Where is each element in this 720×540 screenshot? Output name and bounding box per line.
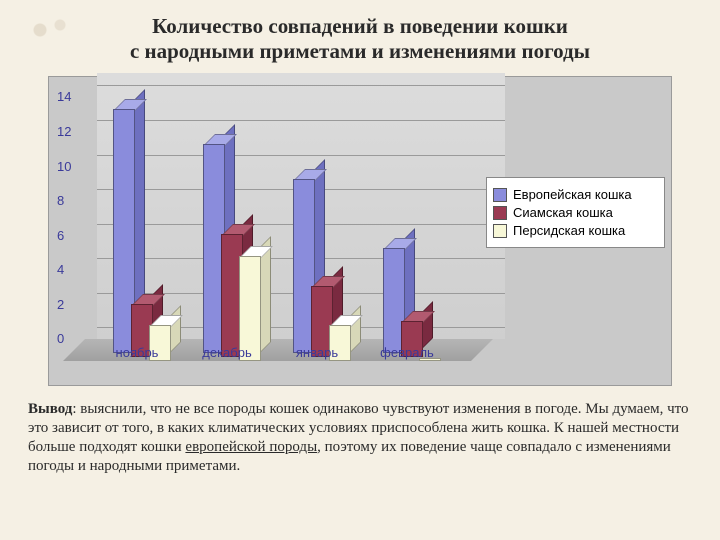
legend-item: Персидская кошка [493, 223, 658, 238]
legend-swatch [493, 188, 507, 202]
bar [383, 250, 403, 354]
bar [293, 181, 313, 354]
conclusion-underlined: европейской породы [185, 439, 317, 455]
legend-item: Европейская кошка [493, 187, 658, 202]
y-tick-label: 2 [57, 297, 64, 312]
gridline [97, 85, 505, 86]
title-line-1: Количество совпадений в поведении кошки [40, 14, 680, 39]
gridline [97, 120, 505, 121]
y-tick-label: 8 [57, 193, 64, 208]
bar [221, 236, 241, 357]
y-tick-label: 10 [57, 159, 71, 174]
legend-swatch [493, 224, 507, 238]
y-tick-label: 12 [57, 124, 71, 139]
bar [113, 111, 133, 353]
gridline [97, 155, 505, 156]
y-tick-label: 0 [57, 331, 64, 346]
x-category-label: январь [279, 345, 355, 360]
legend-label: Европейская кошка [513, 187, 632, 202]
y-tick-label: 4 [57, 262, 64, 277]
legend-label: Сиамская кошка [513, 205, 613, 220]
title-line-2: с народными приметами и изменениями пого… [40, 39, 680, 64]
y-tick-label: 14 [57, 89, 71, 104]
x-category-label: декабрь [189, 345, 265, 360]
conclusion-lead: Вывод [28, 401, 72, 417]
legend: Европейская кошка Сиамская кошка Персидска… [486, 177, 665, 248]
legend-swatch [493, 206, 507, 220]
page-title: Количество совпадений в поведении кошки … [0, 0, 720, 72]
chart-container: Европейская кошка Сиамская кошка Персидска… [48, 76, 672, 386]
x-category-label: ноябрь [99, 345, 175, 360]
x-category-label: февраль [369, 345, 445, 360]
conclusion-text: Вывод: выяснили, что не все породы кошек… [28, 400, 692, 475]
plot-area [85, 85, 493, 361]
y-tick-label: 6 [57, 228, 64, 243]
legend-label: Персидская кошка [513, 223, 625, 238]
bar [203, 146, 223, 353]
legend-item: Сиамская кошка [493, 205, 658, 220]
